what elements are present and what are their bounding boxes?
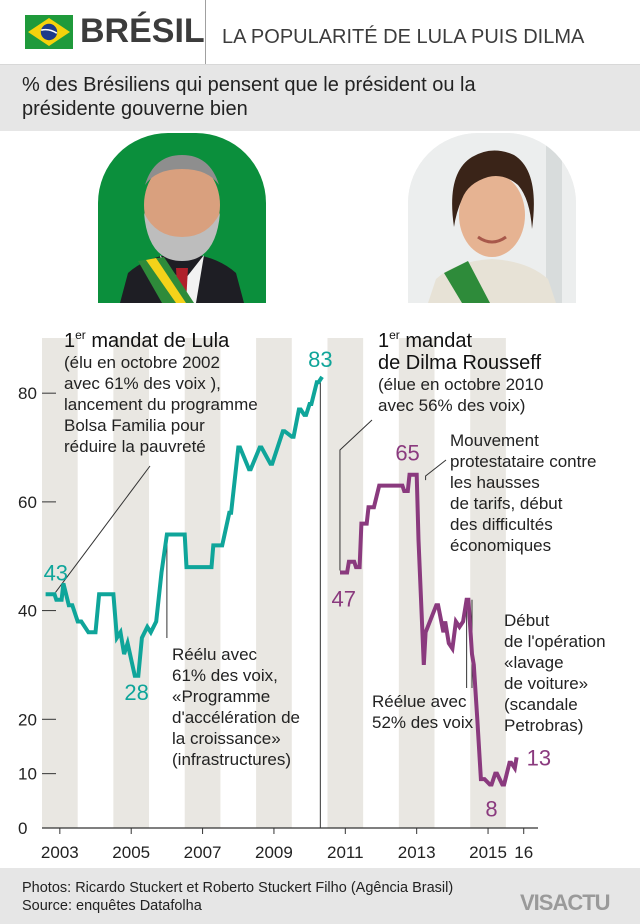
ann-reelue-line: Réélue avec [372,692,467,711]
dilma-mandate-title-line2: de Dilma Rousseff [378,352,541,374]
year-band-2003 [42,338,78,828]
x-tick-label-2015: 2015 [469,843,507,862]
point-label-8: 8 [485,797,497,822]
ann-lavage-line: «lavage [504,653,564,672]
y-tick-label-80: 80 [18,384,37,403]
reelection-dilma-note: Réélue avec 52% des voix [372,692,474,732]
y-tick-label-0: 0 [18,819,27,838]
ann-reelu-line: d'accélération de [172,708,300,727]
ann-lavage-line: Début [504,611,550,630]
lula-portrait [98,133,266,303]
year-band-2007 [184,338,221,828]
subtitle: % des Brésiliens qui pensent que le prés… [22,74,476,120]
credits: Photos: Ricardo Stuckert et Roberto Stuc… [22,879,453,915]
ann-dilma-line: (élue en octobre 2010 [378,375,543,394]
dilma-mandate-note: (élue en octobre 2010 avec 56% des voix) [378,375,543,415]
popularity-chart: 0 10 20 40 60 80 2003 2005 2007 2009 2011 2013 2015… [18,328,606,862]
header-divider [205,0,206,64]
ann-lavage-line: de voiture» [504,674,588,693]
ann-mouv-line: protestataire contre [450,452,596,471]
year-band-2005 [113,338,150,828]
x-tick-label-16: 16 [514,843,533,862]
point-label-83: 83 [308,347,332,372]
ann-reelu-line: 61% des voix, [172,666,278,685]
point-label-47: 47 [332,587,356,612]
ann-lula-line: réduire la pauvreté [64,437,206,456]
ann-lula-line: lancement du programme [64,395,258,414]
headline: LA POPULARITÉ DE LULA PUIS DILMA [222,26,585,48]
year-bands [42,338,506,828]
photo-credit: Photos: Ricardo Stuckert et Roberto Stuc… [22,880,454,896]
year-band-2015 [470,338,506,828]
year-band-2013 [398,338,435,828]
point-label-28: 28 [124,680,148,705]
y-tick-label-60: 60 [18,493,37,512]
ann-mouv-line: Mouvement [450,431,539,450]
x-tick-label-2007: 2007 [184,843,222,862]
header: BRÉSIL LA POPULARITÉ DE LULA PUIS DILMA [0,0,640,65]
lula-mandate-note: (élu en octobre 2002 avec 61% des voix ),… [64,353,258,456]
x-ticks: 2003 2005 2007 2009 2011 2013 2015 16 [41,843,533,862]
dilma-series-line [340,472,519,787]
year-band-2009 [256,338,292,828]
lava-jato-note: Début de l'opération «lavage de voiture» (sc… [504,611,606,735]
source-credit: Source: enquêtes Datafolha [22,898,202,914]
annotation-leader-3 [339,419,373,571]
point-labels: 43 28 83 47 65 8 13 [44,347,552,822]
ann-dilma-line: avec 56% des voix) [378,396,525,415]
y-tick-label-20: 20 [18,710,37,729]
point-label-13: 13 [527,745,551,770]
ann-lavage-line: (scandale [504,695,578,714]
dilma-mandate-title: 1er mandat [378,328,473,352]
y-tick-label-40: 40 [18,602,37,621]
reelection-lula-note: Réélu avec 61% des voix, «Programme d'accél… [172,645,300,769]
y-ticks: 0 10 20 40 60 80 [18,384,37,838]
y-tick-label-10: 10 [18,765,37,784]
x-tick-label-2005: 2005 [112,843,150,862]
brazil-flag-icon [25,15,73,49]
x-tick-label-2003: 2003 [41,843,79,862]
footer: Photos: Ricardo Stuckert et Roberto Stuc… [0,868,640,924]
ann-lula-line: Bolsa Familia pour [64,416,205,435]
ann-reelu-line: Réélu avec [172,645,258,664]
annotation-leaders [55,376,473,828]
lula-series-line [45,375,324,678]
x-tick-label-2009: 2009 [255,843,293,862]
subtitle-band: % des Brésiliens qui pensent que le prés… [0,65,640,131]
ann-mouv-line: économiques [450,536,551,555]
ann-lavage-line: de l'opération [504,632,606,651]
point-label-43: 43 [44,560,68,585]
protest-movement-note: Mouvement protestataire contre les hausses… [450,431,596,555]
dilma-portrait [408,133,576,303]
ann-reelue-line: 52% des voix [372,713,474,732]
ann-mouv-line: de tarifs, début [450,494,563,513]
axes [42,827,538,834]
ann-lavage-line: Petrobras) [504,716,583,735]
x-tick-label-2011: 2011 [327,843,364,862]
ann-lula-line: avec 61% des voix ), [64,374,221,393]
lula-mandate-title: 1er mandat de Lula [64,328,230,352]
ann-reelu-line: (infrastructures) [172,750,291,769]
point-label-65: 65 [395,441,419,466]
ann-mouv-line: les hausses [450,473,540,492]
ann-lula-line: (élu en octobre 2002 [64,353,220,372]
year-band-2011 [327,338,364,828]
ann-reelu-line: «Programme [172,687,270,706]
annotation-leader-6 [425,459,447,481]
visactu-logo: VISACTU [520,890,611,915]
country-title: BRÉSIL [80,12,205,50]
annotation-leader-0 [55,465,151,593]
series-lines [45,375,519,787]
ann-reelu-line: la croissance» [172,729,281,748]
x-tick-label-2013: 2013 [398,843,436,862]
ann-mouv-line: des difficultés [450,515,553,534]
